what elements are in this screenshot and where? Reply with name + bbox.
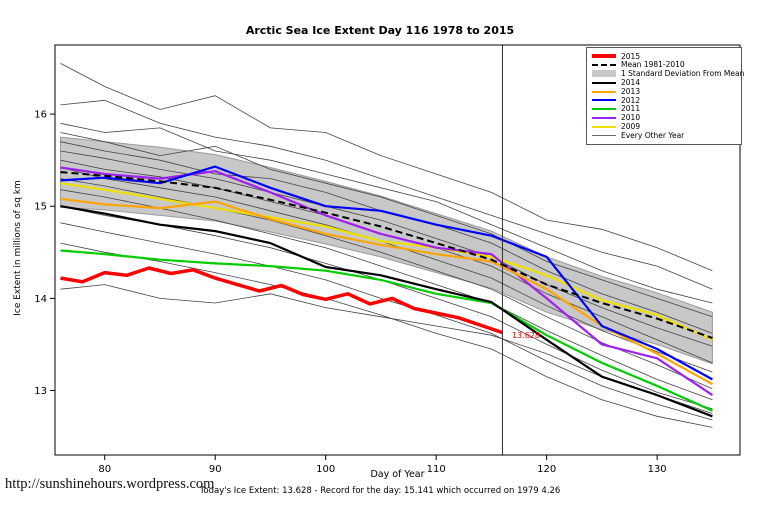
series-2009 [60,182,713,341]
series-2010 [60,166,714,397]
legend-item: 2014 [592,78,736,87]
other-year-line [60,242,713,428]
x-tick-label: 110 [427,464,446,475]
source-url-link[interactable]: http://sunshinehours.wordpress.com [5,476,215,492]
legend-item-label: Mean 1981-2010 [621,60,685,70]
legend-item: 1 Standard Deviation From Mean [592,70,744,79]
series-2015 [60,266,504,335]
legend-swatch-line [592,135,616,137]
legend: 2015 Mean 1981-2010 1 Standard Deviation F… [586,47,744,145]
legend-item: 2012 [592,96,736,105]
legend-swatch-dashed [592,64,616,67]
other-year-line [60,178,713,390]
x-tick-label: 90 [209,464,222,475]
legend-swatch-line [592,125,616,128]
legend-item-label: Every Other Year [621,130,685,140]
legend-item: 2010 [592,114,736,123]
other-year-line [60,150,713,347]
other-year-line [60,99,713,290]
legend-item-label: 2015 [621,51,641,61]
plot-frame [54,44,741,456]
legend-item: Mean 1981-2010 [592,61,736,70]
y-tick-label: 15 [34,202,47,213]
legend-swatch-line [592,90,616,93]
x-axis-label: Day of Year [370,469,425,480]
legend-item-label: 2009 [621,122,641,132]
series-2012 [60,165,713,381]
other-year-line [60,132,713,318]
legend-item-label: 2013 [621,86,641,96]
y-tick-label: 13 [34,386,47,397]
legend-item-label: 2010 [621,113,641,123]
legend-item-label: 2011 [621,104,641,114]
legend-swatch-line [592,116,616,119]
extent-value-annotation: 13.628 [512,331,540,340]
series-2014 [60,205,713,418]
legend-item-label: 2012 [621,95,641,105]
legend-item: 2013 [592,87,736,96]
legend-item-label: 1 Standard Deviation From Mean [621,69,745,79]
legend-swatch-line [592,108,616,111]
legend-item-label: 2014 [621,78,641,88]
x-tick-label: 80 [98,464,111,475]
other-year-line [60,122,713,304]
legend-item: 2011 [592,105,736,114]
legend-item: 2015 [592,52,736,61]
legend-swatch-line [592,99,616,102]
legend-item: 2009 [592,122,736,131]
y-tick-label: 14 [34,294,47,305]
x-tick-label: 100 [316,464,335,475]
legend-swatch-line [592,81,616,84]
x-tick-label: 130 [648,464,667,475]
series-mean-1981-2010 [60,171,713,339]
series-2011 [60,249,713,412]
chart-title: Arctic Sea Ice Extent Day 116 1978 to 20… [245,24,515,37]
x-tick-label: 120 [537,464,556,475]
legend-swatch-box [592,70,616,78]
y-axis-label: Ice Extent in millions of sq km [13,180,23,316]
legend-swatch-line [592,54,616,59]
legend-item: Every Other Year [592,131,736,140]
other-year-line [60,63,713,272]
today-extent-caption: Today's Ice Extent: 13.628 - Record for … [199,486,561,496]
std-dev-band [60,136,713,365]
y-tick-label: 16 [34,110,47,121]
other-year-line [60,222,713,421]
